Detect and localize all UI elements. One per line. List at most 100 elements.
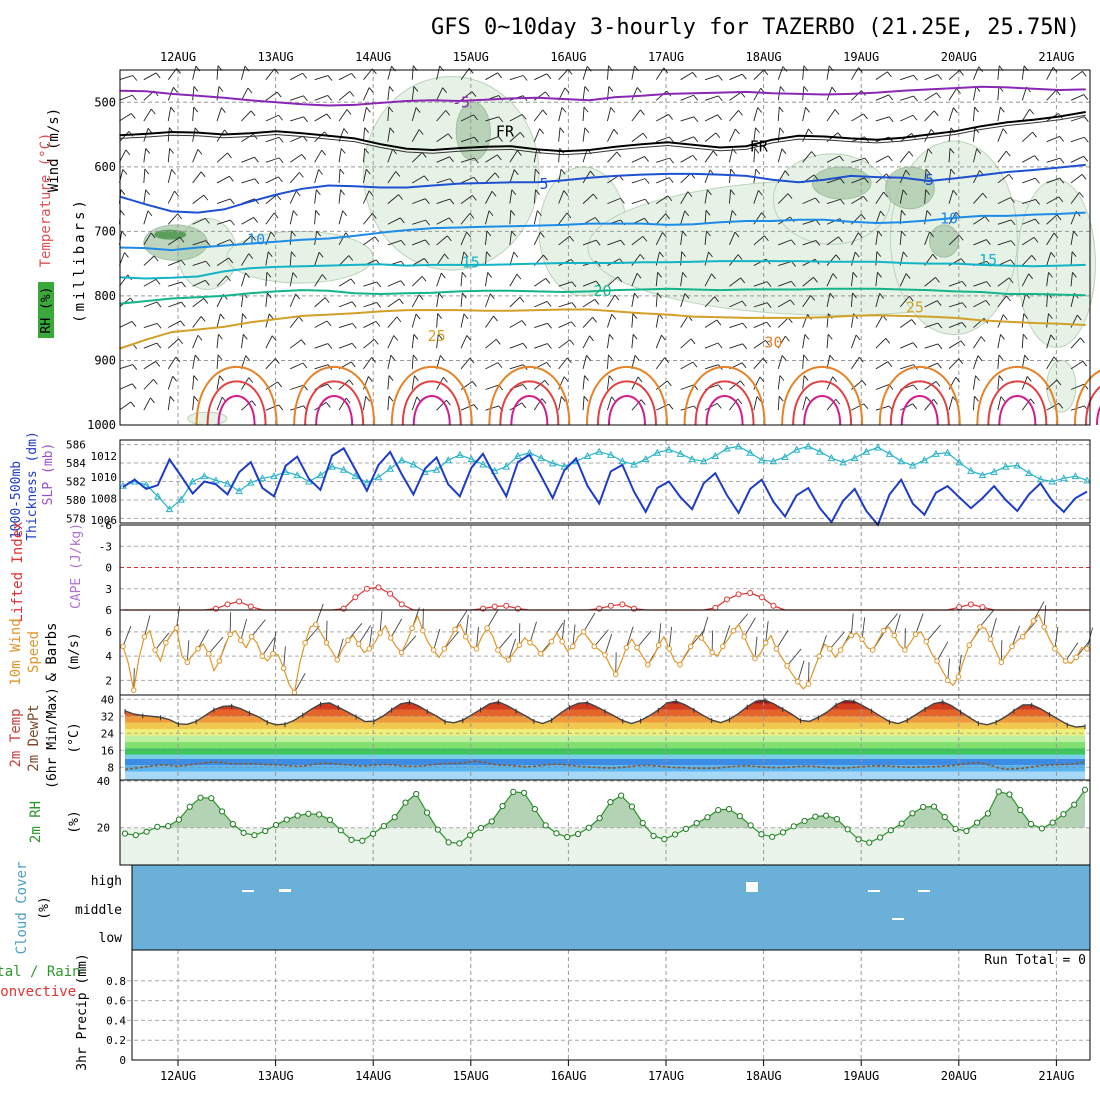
wind-barb-flag xyxy=(547,323,552,329)
slp-series-point xyxy=(374,473,383,481)
wind-barb-flag xyxy=(791,281,796,287)
wind-barb xyxy=(1070,116,1085,122)
precip-label-2: Convective xyxy=(0,984,76,1000)
wind-barb-flag xyxy=(911,319,917,325)
wind-barb xyxy=(216,175,230,184)
wind-barb-flag xyxy=(984,216,990,222)
wind-barb-flag xyxy=(181,281,186,288)
wind-barb xyxy=(265,335,273,349)
wind-barb xyxy=(729,254,739,266)
contour-label: -5 xyxy=(452,93,470,111)
wind-barb xyxy=(363,68,373,80)
wind-barb-flag xyxy=(829,292,835,299)
wind10-point xyxy=(869,647,876,653)
wind-barb-flag xyxy=(546,73,552,80)
wind-barb xyxy=(680,173,692,184)
wind-barb-flag xyxy=(413,375,419,381)
slp-series-point xyxy=(1036,475,1045,483)
wind-barb-flag xyxy=(491,190,497,197)
wind-barb xyxy=(167,338,179,349)
wind10-point xyxy=(184,659,191,666)
slp-series-point xyxy=(432,465,441,473)
wind-barb-flag xyxy=(883,191,888,198)
wind-barb-flag xyxy=(543,254,548,261)
wind-barb-flag xyxy=(644,218,649,224)
wind-barb xyxy=(460,251,465,266)
lifted-index-point xyxy=(352,594,359,601)
wind-barb xyxy=(363,190,370,204)
wind10-barb xyxy=(658,623,662,646)
wind-barb xyxy=(631,132,644,143)
wind10-barb xyxy=(358,625,371,645)
wind-barb-flag xyxy=(496,154,502,161)
wind-barb-flag xyxy=(1024,354,1029,361)
rh2m-point xyxy=(434,826,441,833)
wind-barb-flag xyxy=(516,273,522,280)
wind-barb-flag xyxy=(267,251,273,258)
wind-barb-flag xyxy=(564,87,570,94)
wind-barb-flag xyxy=(193,106,199,113)
rh2m-point xyxy=(769,833,776,840)
wind-barb xyxy=(973,148,978,163)
wind-barb xyxy=(143,322,158,328)
wind-barb-flag xyxy=(735,128,740,135)
wind-barb xyxy=(924,148,929,163)
wind-barb-flag xyxy=(998,375,1004,381)
wind-barb xyxy=(802,107,806,122)
wind-barb-flag xyxy=(228,257,234,264)
wind10-point xyxy=(1062,658,1069,664)
wind-barb xyxy=(655,90,668,101)
wind-barb xyxy=(778,261,792,267)
wind-barb xyxy=(948,148,951,163)
wind-barb-flag xyxy=(438,292,444,299)
wind-barb xyxy=(729,300,743,308)
wind-barb xyxy=(1070,337,1081,349)
wind-barb-flag xyxy=(521,114,527,120)
wind-barb-flag xyxy=(839,155,844,162)
wind10-barb xyxy=(797,660,805,682)
wind-barb xyxy=(826,273,834,287)
wind-barb-flag xyxy=(571,302,577,308)
wind10-barb xyxy=(1075,639,1091,658)
wind-barb xyxy=(192,86,195,101)
wind-barb xyxy=(997,334,1001,349)
wind-barb-flag xyxy=(444,253,449,260)
wind-barb-flag xyxy=(763,69,769,76)
wind-barb xyxy=(460,157,475,163)
precip-ytick: 0.6 xyxy=(106,995,126,1008)
slp-series-point xyxy=(479,460,487,468)
slp-series-point xyxy=(653,448,662,456)
wind-barb-flag xyxy=(692,361,698,368)
wind-barb xyxy=(899,189,904,204)
wind10-point xyxy=(495,647,501,653)
wind-barb-flag xyxy=(371,357,376,363)
wind-barb-flag xyxy=(423,258,429,264)
wind10-barb xyxy=(979,609,995,628)
wind-barb-flag xyxy=(1050,334,1056,341)
wind-barb xyxy=(704,273,712,287)
wind-barb-flag xyxy=(912,342,918,348)
wind-barb xyxy=(753,358,764,370)
wind-barb-flag xyxy=(247,87,253,94)
slp-series-point xyxy=(223,479,232,487)
wind-barb xyxy=(192,194,205,204)
wind10-point xyxy=(152,647,158,653)
wind-barb xyxy=(192,355,196,369)
wind-barb xyxy=(875,94,889,101)
wind-barb xyxy=(656,157,670,163)
wind-barb-flag xyxy=(912,114,918,121)
wind-barb-flag xyxy=(912,403,918,410)
wind-barb-flag xyxy=(730,189,735,195)
wind-barb-flag xyxy=(547,343,552,349)
date-top-20AUG: 20AUG xyxy=(941,50,977,64)
wind-barb xyxy=(704,296,715,308)
wind-barb xyxy=(265,114,279,122)
wind-barb-flag xyxy=(693,116,699,123)
contour-label: 25 xyxy=(906,299,924,317)
wind-barb xyxy=(192,396,195,411)
wind-barb-flag xyxy=(327,95,333,101)
wind-barb xyxy=(289,272,294,287)
wind-barb-flag xyxy=(1010,259,1015,266)
wind-barb-flag xyxy=(583,106,589,113)
wind10-point xyxy=(570,643,576,650)
